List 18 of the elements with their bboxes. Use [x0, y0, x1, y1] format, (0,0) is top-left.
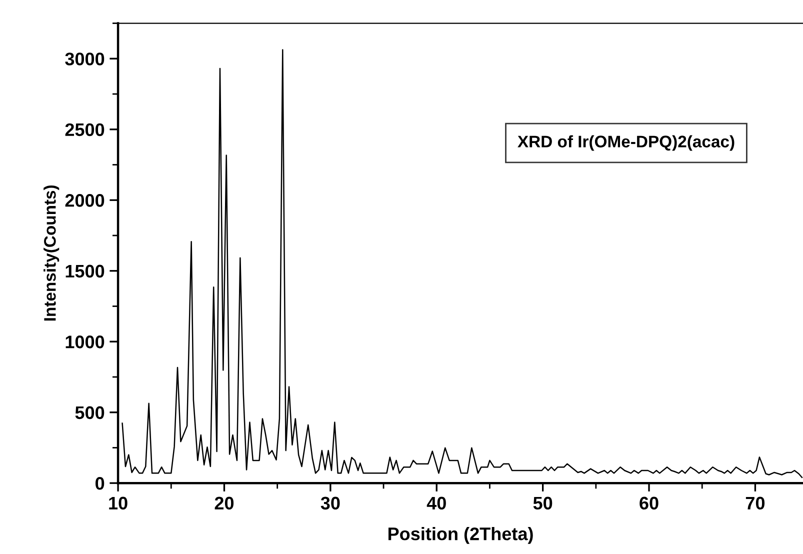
text: XRD of Ir(OMe-DPQ)2(acac): [518, 135, 734, 151]
y-tick-label: 500: [75, 406, 104, 420]
y-tick-label: 2500: [65, 123, 104, 136]
x-tick-label: 30: [320, 496, 340, 510]
x-tick-label: 60: [640, 496, 658, 510]
y-tick-label: 2000: [65, 194, 104, 207]
x-tick-label: 10: [109, 496, 128, 510]
y-tick-label: 0: [96, 477, 104, 490]
x-tick-label: 70: [746, 496, 765, 510]
x-tick-label: 20: [214, 496, 234, 510]
x-axis-title: Position (2Theta): [388, 527, 533, 544]
y-tick-label: 1000: [66, 336, 104, 348]
line-series: [122, 49, 803, 478]
y-tick-label: 1500: [66, 264, 104, 278]
y-tick-label: 3000: [65, 52, 104, 66]
x-tick-label: 50: [533, 496, 552, 510]
y-axis-title: Intensity(Counts): [44, 185, 60, 321]
x-tick-label: 40: [426, 496, 446, 510]
